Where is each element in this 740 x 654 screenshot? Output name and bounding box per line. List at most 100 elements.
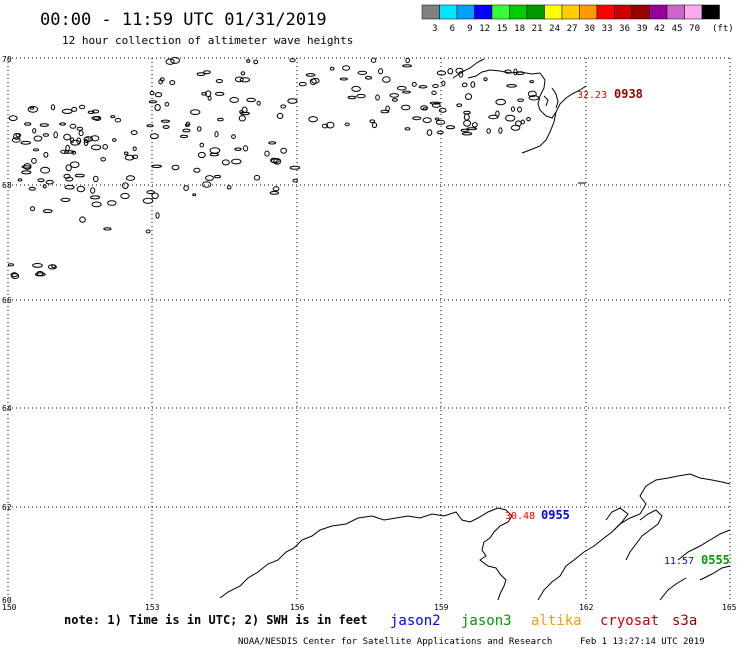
lake-outline — [42, 133, 50, 137]
legend-swatch — [439, 4, 458, 20]
lon-label-159: 159 — [434, 603, 449, 612]
lake-outline — [464, 93, 473, 100]
legend-swatch — [596, 4, 615, 20]
lake-outline — [510, 124, 521, 131]
lake-outline — [11, 273, 20, 280]
lake-outline — [170, 56, 181, 64]
lake-outline — [239, 77, 251, 83]
lake-outline — [164, 102, 170, 107]
map-area: 32.23 0938 30.48 0955 11.57 0555 70 68 6… — [2, 55, 737, 612]
lake-outline — [91, 116, 101, 120]
lake-outline — [445, 125, 456, 130]
lake-outline — [269, 191, 279, 195]
legend-swatch — [579, 4, 598, 20]
lake-outline — [42, 184, 47, 189]
lake-outline — [412, 116, 422, 121]
swh-observation-1: 32.23 0938 — [577, 87, 643, 101]
lake-outline — [196, 72, 206, 76]
lake-outline — [280, 104, 287, 109]
lake-outline — [36, 271, 44, 276]
lake-outline — [431, 102, 441, 108]
coastline-south — [219, 473, 731, 601]
lake-outline — [214, 131, 219, 138]
swh-time: 0955 — [541, 508, 570, 522]
swh-value: 11.57 — [664, 556, 694, 567]
lake-outline — [292, 178, 299, 183]
lake-outline — [160, 119, 171, 123]
lake-outline — [289, 165, 301, 170]
lake-outline — [63, 173, 71, 179]
lake-outline — [528, 95, 540, 101]
lake-outline — [171, 164, 180, 171]
lake-outline — [201, 92, 207, 96]
lake-outline — [17, 178, 23, 182]
legend-value: 36 — [619, 24, 630, 34]
lake-outline — [470, 81, 476, 88]
lake-outline — [40, 166, 51, 174]
lake-outline — [71, 106, 78, 112]
lake-outline — [13, 132, 21, 140]
lake-outline — [495, 98, 507, 106]
lake-outline — [76, 185, 86, 193]
lake-outline — [339, 77, 348, 81]
lake-outline — [486, 128, 491, 134]
legend-value: 24 — [549, 24, 560, 34]
legend-value: 12 — [479, 24, 490, 34]
lake-outline — [107, 200, 117, 206]
lake-outline — [130, 130, 138, 136]
lake-outline — [460, 128, 470, 132]
lake-outline — [240, 111, 250, 116]
lake-outline — [436, 70, 447, 76]
lake-outline — [78, 130, 84, 137]
lake-outline — [256, 100, 261, 106]
lat-label-60: 60 — [2, 596, 12, 605]
lake-outline — [240, 71, 246, 76]
lake-outline — [155, 212, 160, 219]
satellite-altika: altika — [531, 613, 582, 629]
arctic-lakes — [7, 56, 540, 280]
lake-outline — [529, 80, 535, 84]
lake-outline — [205, 90, 212, 97]
lake-outline — [229, 96, 239, 103]
lake-outline — [151, 164, 162, 169]
lake-outline — [418, 85, 428, 89]
lake-outline — [151, 192, 159, 200]
lake-outline — [411, 81, 417, 87]
lake-outline — [61, 108, 73, 115]
footer-timestamp: Feb 1 13:27:14 UTC 2019 — [580, 637, 705, 647]
lake-outline — [389, 93, 400, 98]
lake-outline — [209, 152, 220, 157]
lake-outline — [21, 170, 32, 175]
lake-outline — [50, 104, 56, 111]
lake-outline — [461, 132, 473, 136]
lake-outline — [356, 93, 366, 99]
lake-outline — [87, 110, 95, 115]
lake-outline — [24, 122, 32, 126]
lake-outline — [357, 70, 368, 75]
lake-outline — [513, 68, 518, 76]
lake-outline — [504, 69, 512, 74]
swh-time: 0938 — [614, 87, 643, 101]
lake-outline — [264, 150, 270, 157]
lake-outline — [112, 138, 117, 142]
lake-outline — [10, 272, 19, 278]
lake-outline — [432, 84, 439, 88]
lake-outline — [63, 133, 71, 141]
lake-outline — [371, 122, 378, 129]
lake-outline — [506, 84, 517, 88]
lake-outline — [90, 144, 102, 151]
lake-outline — [458, 71, 464, 78]
lake-outline — [305, 73, 316, 77]
lake-outline — [466, 127, 478, 131]
lake-outline — [344, 122, 350, 127]
lake-outline — [375, 94, 380, 101]
lake-outline — [455, 67, 464, 74]
lake-outline — [272, 186, 280, 192]
lake-outline — [241, 106, 248, 114]
lake-outline — [402, 64, 412, 68]
lake-outline — [125, 175, 136, 181]
lake-outline — [396, 85, 407, 91]
lake-outline — [122, 182, 129, 190]
lake-outline — [154, 92, 163, 98]
legend-swatch — [526, 4, 545, 20]
